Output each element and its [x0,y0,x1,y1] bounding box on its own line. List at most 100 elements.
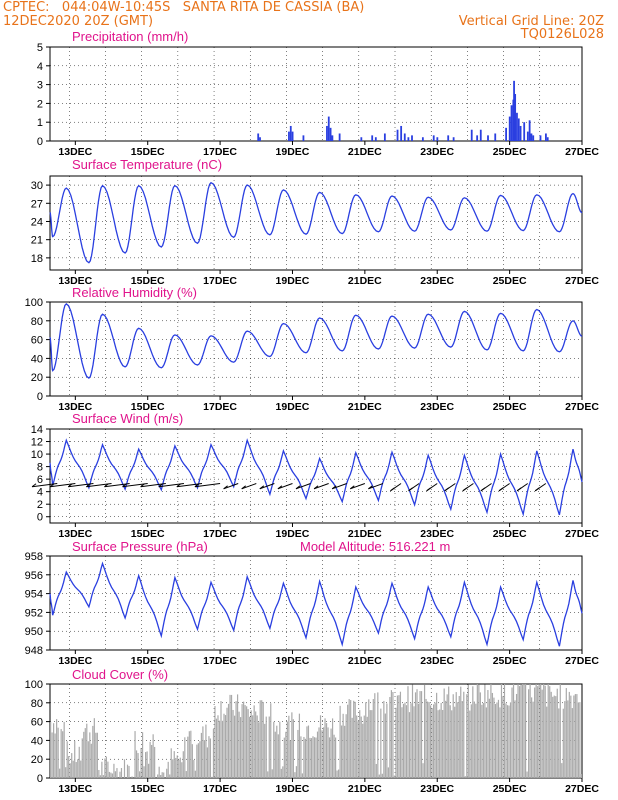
cloud-bar [423,684,426,778]
y-tick-label: 80 [31,316,43,328]
y-tick-label: 948 [25,645,43,657]
precip-bar [508,116,511,141]
x-tick-label: 21DEC [348,401,382,413]
cloud-bar [521,684,524,778]
header-grid-note: Vertical Grid Line: 20Z [458,14,604,29]
cloud-bar [351,717,353,778]
cloud-bar [229,694,231,778]
y-tick-label: 952 [25,607,43,619]
cloud-bar [247,709,249,778]
cloud-bar [54,733,56,778]
cloud-bar [363,715,365,778]
precip-bar [452,137,455,141]
cloud-bar [264,723,266,778]
wind-arrowhead [480,487,486,492]
cloud-bar [108,771,111,778]
cloud-bar [436,692,438,778]
cloud-bar [511,687,513,778]
cloud-bar [53,723,55,778]
cloud-bar [503,684,506,778]
cloud-bar [71,753,73,778]
cloud-bar [425,698,427,778]
precip-bar [396,129,399,141]
x-tick-label: 21DEC [348,655,382,667]
cloud-bar [184,737,186,778]
cloud-bar [309,737,311,778]
x-tick-label: 23DEC [420,275,454,287]
cloud-bar [470,704,472,778]
cloud-bar [365,702,367,778]
y-tick-label: 5 [37,42,43,54]
precip-bar [546,137,549,141]
cloud-bar [172,759,174,778]
wind-arrowhead [390,487,395,492]
wind-arrowhead [241,485,247,490]
cloud-bar [220,701,222,778]
cloud-bar [163,772,165,778]
x-tick-label: 23DEC [420,783,454,795]
panel-frame [49,301,583,397]
cloud-bar [451,710,453,778]
cloud-bar [191,744,193,778]
precip-bar [436,137,439,141]
cloud-bar [576,694,578,778]
x-tick-label: 17DEC [203,655,237,667]
wind-arrow [223,483,239,490]
cloud-bar [345,714,347,778]
precip-bar [487,135,489,141]
cloud-bar [304,738,307,778]
wind-arrowhead [426,487,431,492]
cloud-bar [496,702,498,778]
cloud-bar [580,774,582,778]
cloud-bar [158,766,160,778]
cloud-bar [534,687,536,778]
y-tick-label: 100 [25,679,43,691]
cloud-bar [381,773,383,778]
y-tick-label: 60 [31,717,43,729]
cloud-bar [315,737,317,778]
y-tick-label: 14 [31,424,43,436]
wind-arrowhead [176,483,182,488]
cloud-bar [347,704,349,778]
cloud-bar [437,710,439,778]
wind-arrowhead [498,487,504,492]
cloud-bar [325,723,328,778]
cloud-bar [190,730,192,778]
cloud-bar [520,684,522,778]
precip-bar [494,133,497,141]
cloud-bar [261,700,263,778]
x-tick-label: 21DEC [348,528,382,540]
cloud-bar [549,686,551,778]
cloud-bar [469,710,471,778]
cloud-bar [273,721,275,778]
y-tick-label: 2 [37,499,43,511]
cloud-bar [193,759,195,778]
cloud-bar [371,710,373,778]
x-tick-label: 25DEC [493,528,527,540]
cloud-bar [223,713,225,778]
cloud-bar [485,707,487,778]
x-tick-label: 23DEC [420,528,454,540]
wind-arrow [368,483,384,490]
cloud-bar [303,736,305,778]
precip-bar [291,131,294,141]
cloud-bar [552,696,554,778]
x-tick-label: 25DEC [493,275,527,287]
cloud-bar [98,769,100,778]
cloud-bar [529,684,531,778]
cloud-bar [297,729,299,778]
cloud-bar [295,766,297,778]
cloud-bar [449,705,451,778]
cloud-bar [434,702,436,778]
cloud-bar [568,691,570,778]
cloud-bar [318,727,320,778]
cloud-bar [265,716,267,778]
cloud-bar [404,702,406,778]
series-line [49,438,583,517]
cloud-bar [160,775,162,778]
wind-arrowhead [194,483,200,488]
cloud-bar [63,721,65,778]
wind-arrowhead [31,483,37,488]
header-code: TQ0126L028 [520,27,604,42]
cloud-bar [512,684,515,778]
